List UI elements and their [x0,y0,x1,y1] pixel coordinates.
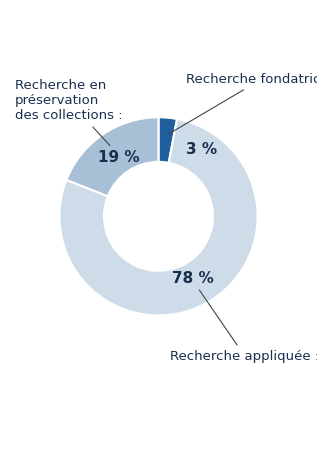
Wedge shape [158,117,177,163]
Text: Recherche fondatrice :: Recherche fondatrice : [169,72,317,134]
Text: Recherche appliquée :: Recherche appliquée : [171,290,317,363]
Text: Recherche en
préservation
des collections :: Recherche en préservation des collection… [15,79,122,146]
Wedge shape [66,117,158,196]
Text: 78 %: 78 % [172,272,214,286]
Text: 19 %: 19 % [98,150,139,165]
Wedge shape [60,119,257,315]
Text: 3 %: 3 % [185,142,217,157]
